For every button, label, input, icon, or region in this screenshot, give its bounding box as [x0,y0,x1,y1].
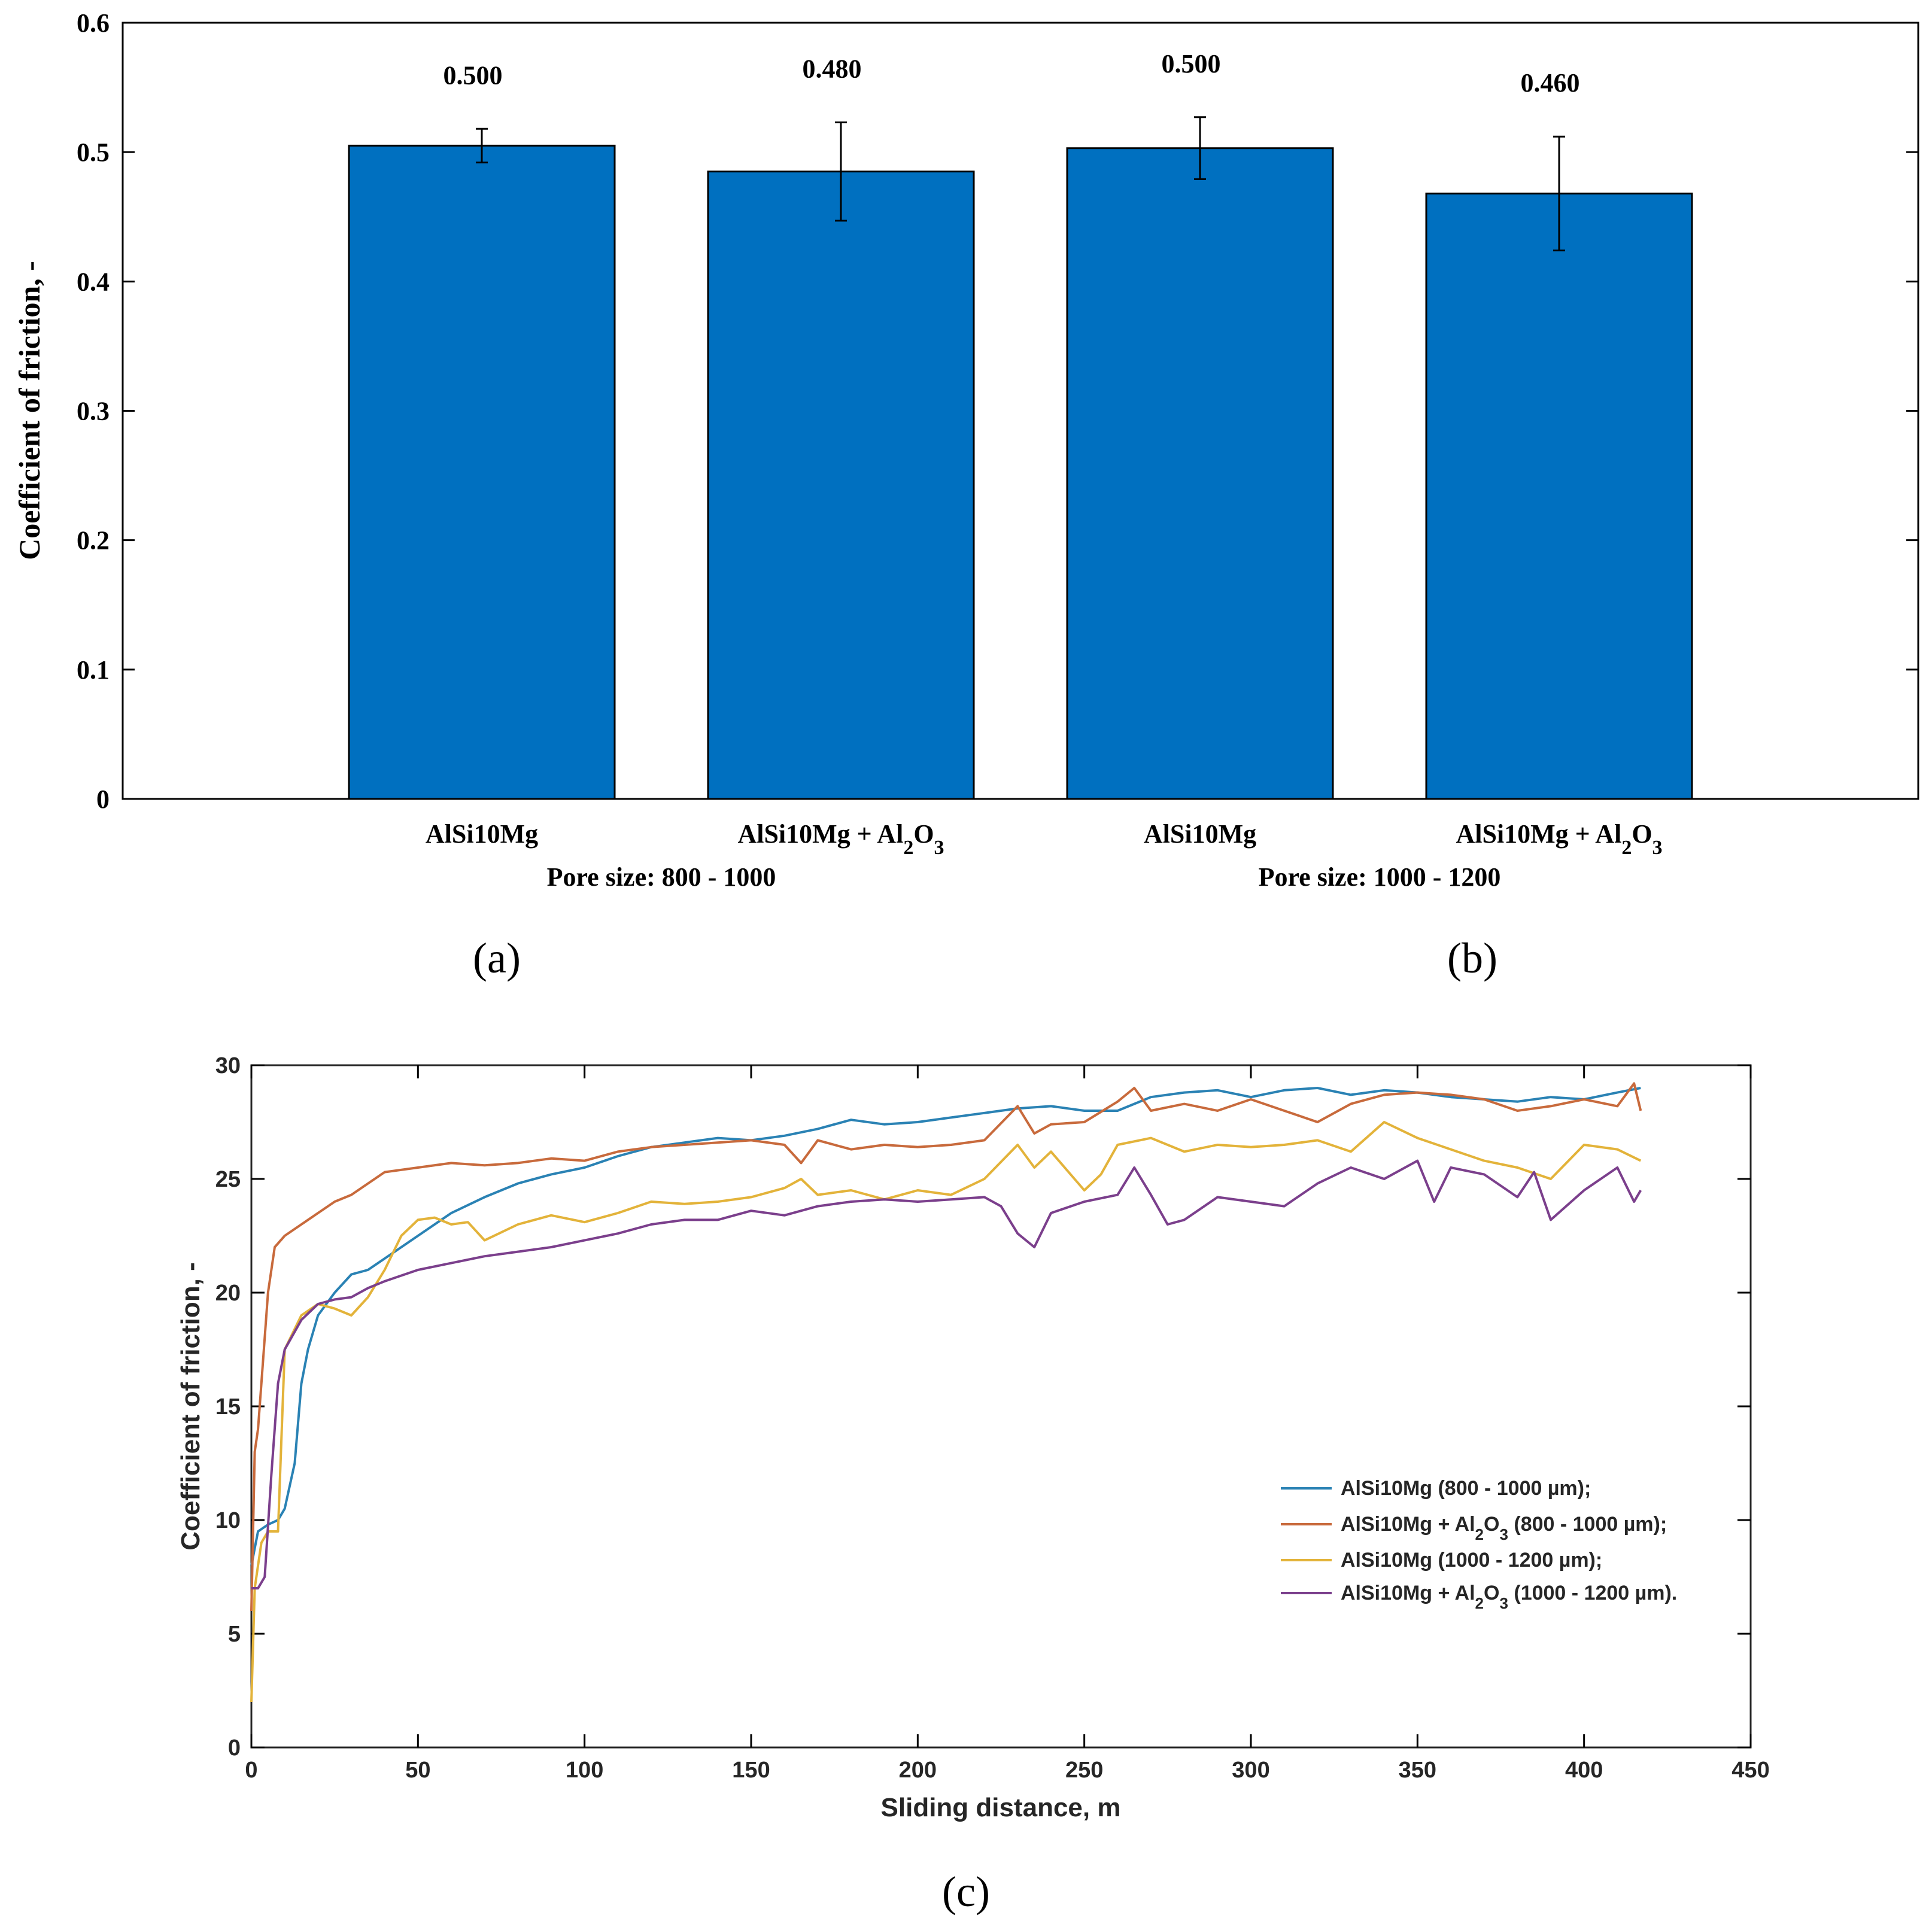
x-tick-label: 250 [1065,1758,1103,1783]
y-tick-label: 0 [228,1735,241,1761]
y-tick-label: 5 [228,1622,241,1647]
x-tick-label: 150 [732,1758,770,1783]
line-plot-frame [250,1064,1752,1749]
panel-label-b: (b) [1447,934,1497,982]
x-tick-label: 400 [1565,1758,1603,1783]
bar [1066,147,1334,800]
x-tick-label: 300 [1232,1758,1269,1783]
x-tick-label: 50 [405,1758,430,1783]
y-tick-label: 0.6 [77,8,110,38]
series-line-1 [250,1087,1641,1566]
bar-chart: 0 0.1 0.2 0.3 0.4 0.5 0.6 0.500 0.480 0.500 0.460… [13,8,1919,982]
x-tick-label: 200 [899,1758,937,1783]
y-tick-label: 15 [215,1394,241,1420]
line-axis-ticks: 0 50 100 150 200 250 300 350 400 450 0 5 10 15 20 25 30 [215,1053,1770,1783]
bar-category-label: AlSi10Mg [426,819,538,849]
bar [348,144,616,800]
line-x-axis-title: Sliding distance, m [881,1793,1121,1822]
line-chart: 0 50 100 150 200 250 300 350 400 450051015202530 … [176,1053,1770,1916]
bar-category-label: AlSi10Mg + Al2O3 [737,819,944,859]
line-series [250,1082,1642,1703]
y-tick-label: 25 [215,1167,241,1192]
bar-data-label: 0.460 [1521,68,1580,98]
x-tick-label: 350 [1399,1758,1436,1783]
bar-series: 0.500 0.480 0.500 0.460 [348,49,1693,800]
y-tick-label: 30 [215,1053,241,1078]
y-tick-label: 0.3 [77,397,110,426]
bar-x-axis-labels: AlSi10Mg AlSi10Mg + Al2O3 AlSi10Mg AlSi10Mg… [426,819,1663,892]
bar-category-label: AlSi10Mg + Al2O3 [1456,819,1662,859]
y-tick-label: 0.2 [77,526,110,555]
line-y-axis-title: Coefficient of friction, - [176,1262,205,1551]
bar-group-label: Pore size: 1000 - 1200 [1259,862,1501,892]
y-tick-label: 20 [215,1281,241,1306]
legend-entry: AlSi10Mg + Al2O3 (1000 - 1200 µm). [1341,1582,1677,1612]
y-tick-label: 0.4 [77,267,110,296]
legend-entry: AlSi10Mg (800 - 1000 µm); [1341,1477,1591,1500]
legend-entry: AlSi10Mg (1000 - 1200 µm); [1341,1549,1602,1572]
y-tick-label: 10 [215,1508,241,1533]
x-tick-label: 450 [1731,1758,1769,1783]
x-tick-label: 0 [245,1758,257,1783]
panel-label-a: (a) [473,934,521,982]
series-line-4 [251,1159,1642,1589]
bar [707,171,975,800]
y-tick-label: 0 [96,785,110,814]
panel-label-c: (c) [942,1868,990,1916]
legend-entry: AlSi10Mg + Al2O3 (800 - 1000 µm); [1341,1513,1667,1543]
x-tick-label: 100 [566,1758,603,1783]
bar-y-axis-title: Coefficient of friction, - [13,261,46,560]
legend: AlSi10Mg (800 - 1000 µm); AlSi10Mg + Al2O… [1281,1477,1677,1612]
bar-category-label: AlSi10Mg [1144,819,1256,849]
bar-data-label: 0.480 [803,54,862,83]
series-line-3 [250,1121,1642,1703]
bar-y-axis-ticks: 0 0.1 0.2 0.3 0.4 0.5 0.6 [77,8,1918,814]
bar-data-label: 0.500 [1162,49,1221,78]
bar-group-label: Pore size: 800 - 1000 [547,862,776,892]
bar-data-label: 0.500 [443,60,503,90]
bar [1425,192,1693,800]
series-line-2 [250,1082,1642,1612]
y-tick-label: 0.5 [77,138,110,167]
y-tick-label: 0.1 [77,655,110,685]
